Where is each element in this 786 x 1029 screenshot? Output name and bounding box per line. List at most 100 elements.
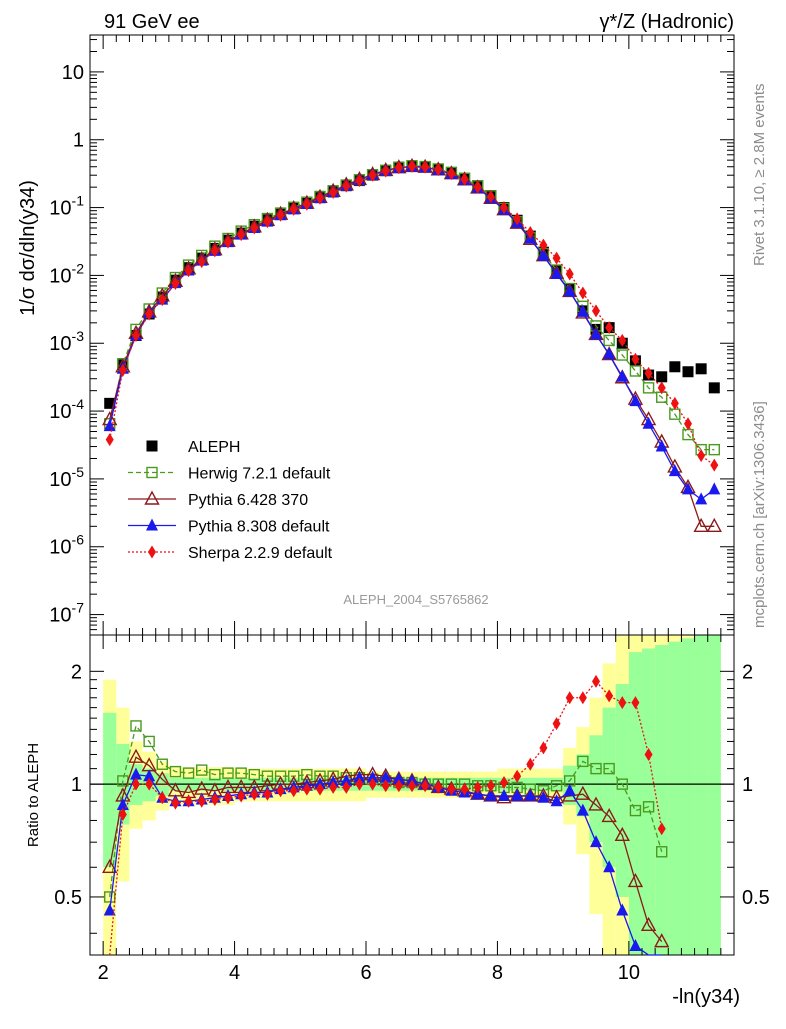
data-point bbox=[605, 321, 614, 335]
legend-entry: Sherpa 2.2.9 default bbox=[128, 545, 333, 562]
ratio-point bbox=[408, 779, 416, 793]
data-point bbox=[421, 160, 430, 174]
band-1sigma bbox=[589, 735, 603, 843]
x-axis-title: -ln(y34) bbox=[672, 986, 740, 1008]
data-point bbox=[473, 180, 482, 194]
data-point bbox=[601, 346, 617, 361]
ratio-point bbox=[588, 796, 604, 811]
data-point bbox=[434, 163, 443, 177]
ratio-point bbox=[130, 767, 142, 780]
ratio-point bbox=[590, 835, 602, 848]
data-point bbox=[563, 284, 576, 297]
data-point bbox=[603, 347, 616, 360]
data-point bbox=[210, 244, 219, 258]
data-point bbox=[631, 352, 640, 366]
y-tick-label: 1 bbox=[73, 130, 84, 152]
ratio-point bbox=[511, 788, 524, 801]
data-point bbox=[103, 419, 116, 432]
ratio-point bbox=[143, 769, 156, 782]
data-point bbox=[695, 363, 707, 375]
ratio-point bbox=[524, 788, 537, 801]
band-1sigma bbox=[655, 645, 669, 955]
ratio-point bbox=[498, 788, 510, 801]
ratio-point bbox=[629, 804, 642, 817]
ratio-point bbox=[618, 696, 627, 710]
mcplots-label: mcplots.cern.ch [arXiv:1306.3436] bbox=[751, 401, 768, 628]
ratio-panel-frame bbox=[89, 634, 735, 956]
data-point bbox=[513, 212, 522, 226]
ratio-point bbox=[550, 794, 563, 807]
y-tick-label: 10 bbox=[62, 62, 84, 84]
legend-marker bbox=[144, 490, 160, 505]
ratio-point bbox=[434, 780, 443, 794]
ratio-point bbox=[353, 770, 366, 783]
data-point bbox=[486, 190, 495, 204]
ratio-point bbox=[210, 792, 219, 806]
band-1sigma bbox=[103, 712, 117, 868]
data-point bbox=[629, 394, 642, 407]
ratio-point bbox=[421, 779, 430, 793]
rivet-version-label: Rivet 3.1.10, ≥ 2.8M events bbox=[751, 84, 768, 267]
ratio-y-axis-title: Ratio to ALEPH bbox=[25, 743, 42, 847]
ratio-point bbox=[276, 784, 285, 798]
ratio-point bbox=[274, 770, 287, 782]
ratio-point bbox=[145, 777, 154, 791]
ratio-point bbox=[644, 747, 653, 761]
data-point bbox=[460, 172, 469, 186]
ratio-point bbox=[576, 803, 589, 816]
main-y-axis-title: 1/σ dσ/dln(y34) bbox=[17, 180, 39, 316]
legend-marker bbox=[146, 518, 158, 531]
data-point bbox=[642, 416, 655, 429]
ratio-y-tick-label: 2 bbox=[71, 661, 82, 683]
legend-entry: ALEPH bbox=[146, 439, 240, 456]
ratio-y-tick-label: 0.5 bbox=[54, 887, 82, 909]
ratio-point bbox=[355, 777, 364, 791]
data-point bbox=[537, 248, 550, 261]
ratio-point bbox=[575, 785, 591, 800]
ratio-line bbox=[109, 724, 663, 898]
ratio-point bbox=[222, 767, 234, 779]
data-point bbox=[684, 417, 692, 431]
data-point bbox=[145, 307, 154, 321]
ratio-point bbox=[224, 791, 232, 805]
data-point bbox=[104, 397, 116, 409]
y-tick-label: 10-6 bbox=[49, 532, 84, 559]
legend-label: ALEPH bbox=[188, 439, 240, 456]
x-tick-label: 4 bbox=[229, 962, 240, 984]
ratio-point bbox=[592, 674, 600, 688]
data-point bbox=[289, 202, 298, 216]
data-point bbox=[682, 482, 694, 495]
ratio-point bbox=[447, 782, 456, 796]
ratio-point bbox=[656, 846, 668, 858]
ratio-series bbox=[102, 674, 670, 956]
ratio-point bbox=[577, 755, 589, 768]
data-point bbox=[616, 369, 629, 382]
legend-entry: Pythia 8.308 default bbox=[128, 518, 330, 536]
ratio-point bbox=[340, 773, 353, 786]
y-tick-label: 10-2 bbox=[49, 260, 84, 287]
data-point bbox=[682, 366, 694, 378]
legend-label: Herwig 7.2.1 default bbox=[188, 466, 331, 483]
ratio-point bbox=[263, 787, 272, 801]
data-point bbox=[708, 382, 720, 394]
data-point bbox=[642, 382, 655, 394]
data-point bbox=[552, 251, 561, 265]
ratio-point bbox=[473, 780, 482, 794]
data-point bbox=[526, 225, 535, 239]
ratio-point bbox=[237, 789, 246, 803]
ratio-y-tick-label-right: 2 bbox=[742, 661, 753, 683]
legend-marker bbox=[146, 440, 158, 452]
x-tick-label: 8 bbox=[492, 962, 503, 984]
ratio-point bbox=[616, 903, 629, 916]
data-point bbox=[105, 433, 114, 447]
data-point bbox=[565, 267, 574, 281]
ratio-point bbox=[484, 788, 497, 801]
legend-entry: Herwig 7.2.1 default bbox=[128, 466, 331, 483]
ratio-point bbox=[128, 748, 144, 763]
data-point bbox=[618, 333, 627, 347]
legend-label: Pythia 6.428 370 bbox=[188, 492, 308, 509]
band-1sigma bbox=[707, 635, 721, 955]
data-point bbox=[670, 396, 679, 410]
data-point bbox=[708, 482, 721, 495]
